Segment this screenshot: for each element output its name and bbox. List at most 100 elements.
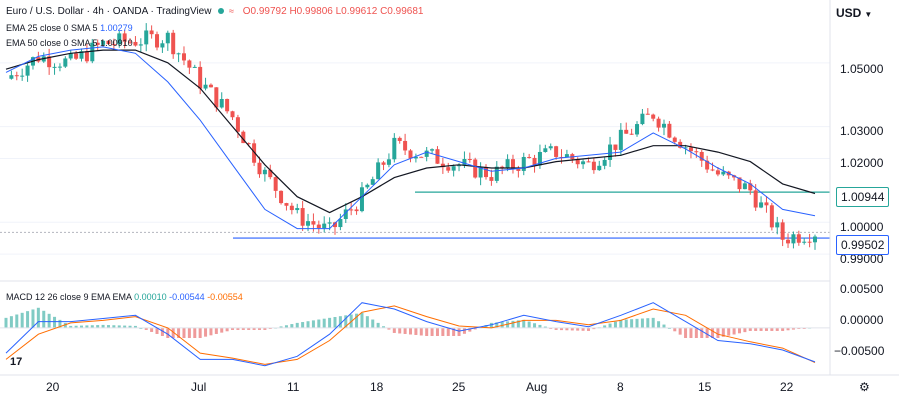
- macd-histogram-bar: [759, 327, 763, 331]
- macd-histogram-bar: [225, 327, 229, 332]
- candle-body: [635, 124, 640, 135]
- macd-histogram-bar: [646, 318, 650, 328]
- macd-histogram-bar: [187, 327, 191, 338]
- macd-histogram-bar: [608, 323, 612, 328]
- candle-body: [430, 149, 435, 151]
- macd-histogram-bar: [484, 325, 488, 328]
- macd-histogram-bar: [322, 318, 326, 328]
- candle-body: [748, 183, 753, 191]
- macd-histogram-bar: [133, 325, 137, 328]
- candle-body: [484, 166, 489, 178]
- macd-histogram-bar: [522, 319, 526, 328]
- macd-histogram-bar: [247, 327, 251, 330]
- macd-histogram-bar: [576, 327, 580, 331]
- macd-histogram-bar: [328, 317, 332, 328]
- macd-histogram-bar: [754, 327, 758, 331]
- candle-body: [106, 40, 111, 45]
- macd-histogram-bar: [214, 327, 218, 334]
- candle-body: [365, 184, 370, 188]
- macd-histogram: [4, 307, 812, 338]
- ema50-legend[interactable]: EMA 50 close 0 SMA 5 1.00910: [6, 38, 133, 48]
- macd-signal-value: -0.00554: [207, 292, 243, 302]
- time-tick-label: 18: [370, 380, 384, 394]
- candle-body: [802, 241, 807, 243]
- candle-body: [268, 169, 273, 178]
- candle-body: [155, 34, 160, 48]
- candle-body: [14, 75, 19, 77]
- candle-body: [252, 143, 257, 163]
- macd-legend[interactable]: MACD 12 26 close 9 EMA EMA 0.00010 -0.00…: [6, 292, 243, 302]
- candle-body: [63, 58, 68, 67]
- ema25-legend[interactable]: EMA 25 close 0 SMA 5 1.00279: [6, 23, 133, 33]
- macd-histogram-bar: [155, 327, 159, 334]
- candle-body: [386, 159, 391, 165]
- macd-histogram-bar: [144, 327, 148, 330]
- candle-body: [176, 53, 181, 55]
- candle-body: [791, 234, 796, 244]
- current-price-label: 0.99502: [836, 235, 890, 255]
- candle-body: [688, 147, 693, 152]
- macd-histogram-bar: [414, 327, 418, 335]
- candle-body: [645, 113, 650, 115]
- candle-body: [235, 117, 240, 132]
- candle-body: [343, 209, 348, 220]
- candle-body: [618, 129, 623, 150]
- macd-histogram-bar: [295, 322, 299, 328]
- candle-body: [478, 166, 483, 178]
- macd-histogram-bar: [123, 325, 127, 328]
- macd-histogram-bar: [732, 327, 736, 335]
- candle-body: [624, 129, 629, 134]
- candle-body: [289, 205, 294, 211]
- macd-histogram-bar: [193, 327, 197, 338]
- candle-body: [759, 202, 764, 208]
- macd-histogram-bar: [58, 319, 62, 328]
- candle-body: [403, 140, 408, 151]
- macd-histogram-bar: [403, 327, 407, 334]
- macd-histogram-bar: [31, 309, 35, 328]
- macd-hist-value: 0.00010: [134, 292, 167, 302]
- candle-body: [332, 222, 337, 228]
- currency-selector[interactable]: USD ▼: [836, 6, 872, 20]
- candle-body: [581, 161, 586, 165]
- candle-body: [262, 169, 267, 175]
- macd-histogram-bar: [36, 307, 40, 328]
- candle-body: [230, 111, 235, 118]
- macd-histogram-bar: [150, 327, 154, 332]
- candle-body: [769, 205, 774, 228]
- macd-histogram-bar: [786, 327, 790, 331]
- symbol-title[interactable]: Euro / U.S. Dollar · 4h · OANDA · Tradin…: [6, 6, 212, 17]
- macd-histogram-bar: [53, 316, 57, 328]
- macd-histogram-bar: [527, 321, 531, 328]
- candle-body: [214, 87, 219, 108]
- macd-histogram-bar: [117, 325, 121, 328]
- macd-histogram-bar: [317, 319, 321, 328]
- macd-histogram-bar: [737, 327, 741, 334]
- time-tick-label: 22: [780, 380, 794, 394]
- macd-histogram-bar: [101, 324, 105, 328]
- macd-histogram-bar: [619, 319, 623, 328]
- candle-body: [57, 66, 62, 68]
- macd-tick-label: 0.00000: [840, 313, 884, 327]
- macd-histogram-bar: [694, 327, 698, 338]
- candle-body: [338, 219, 343, 228]
- candle-body: [208, 84, 213, 88]
- price-tick-label: 0.99000: [840, 252, 884, 266]
- gear-icon[interactable]: ⚙: [859, 380, 870, 394]
- macd-histogram-bar: [177, 327, 181, 338]
- candle-body: [786, 239, 791, 244]
- candle-body: [678, 141, 683, 148]
- candle-body: [160, 43, 165, 48]
- macd-histogram-bar: [673, 327, 677, 332]
- tradingview-logo-icon[interactable]: 17: [10, 356, 22, 368]
- macd-histogram-bar: [198, 327, 202, 338]
- candle-body: [564, 154, 569, 158]
- macd-histogram-bar: [338, 316, 342, 328]
- macd-histogram-bar: [764, 327, 768, 331]
- macd-histogram-bar: [398, 327, 402, 334]
- candle-body: [527, 156, 532, 158]
- candle-body: [737, 177, 742, 190]
- candle-body: [505, 159, 510, 169]
- candle-body: [705, 160, 710, 170]
- candle-body: [629, 133, 634, 135]
